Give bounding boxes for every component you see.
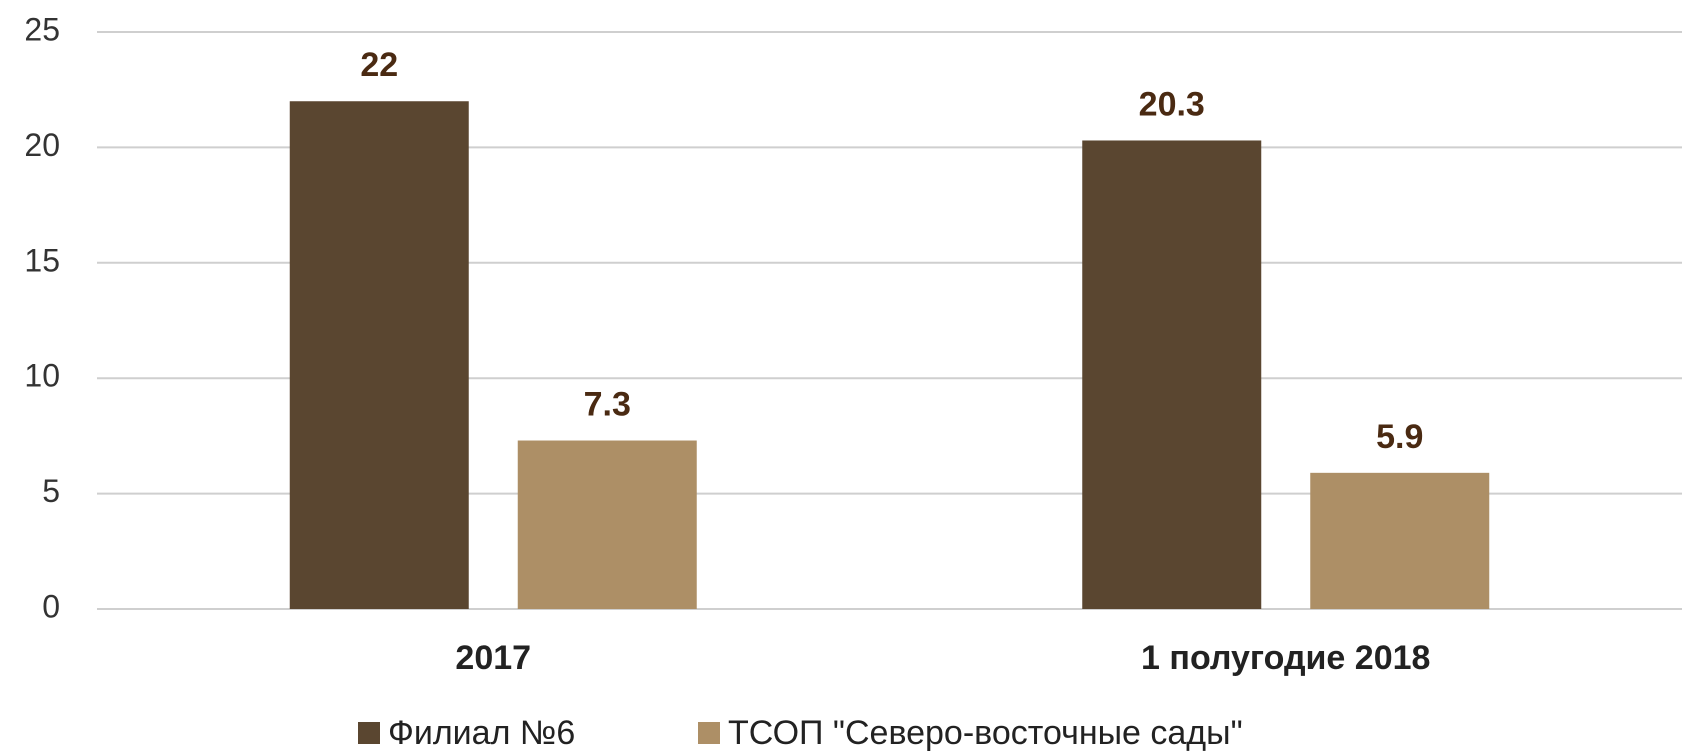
data-label: 5.9 [1376,418,1423,456]
y-tick-label: 10 [24,358,60,394]
bar [1310,472,1490,609]
y-tick-label: 15 [24,242,60,278]
bar [1082,140,1262,609]
legend-label: Филиал №6 [388,714,575,752]
y-tick-label: 25 [24,11,60,47]
y-tick-label: 0 [42,588,60,624]
bar [289,101,469,610]
legend-swatch [358,722,380,744]
data-label: 20.3 [1139,85,1205,123]
legend-swatch [698,722,720,744]
y-tick-label: 5 [42,473,60,509]
data-label: 22 [360,46,398,84]
y-tick-label: 20 [24,127,60,163]
x-tick-label: 2017 [455,639,531,677]
data-label: 7.3 [584,386,631,424]
bar [517,440,697,609]
x-tick-label: 1 полугодие 2018 [1141,639,1430,677]
legend-label: ТСОП "Северо-восточные сады" [728,714,1243,752]
